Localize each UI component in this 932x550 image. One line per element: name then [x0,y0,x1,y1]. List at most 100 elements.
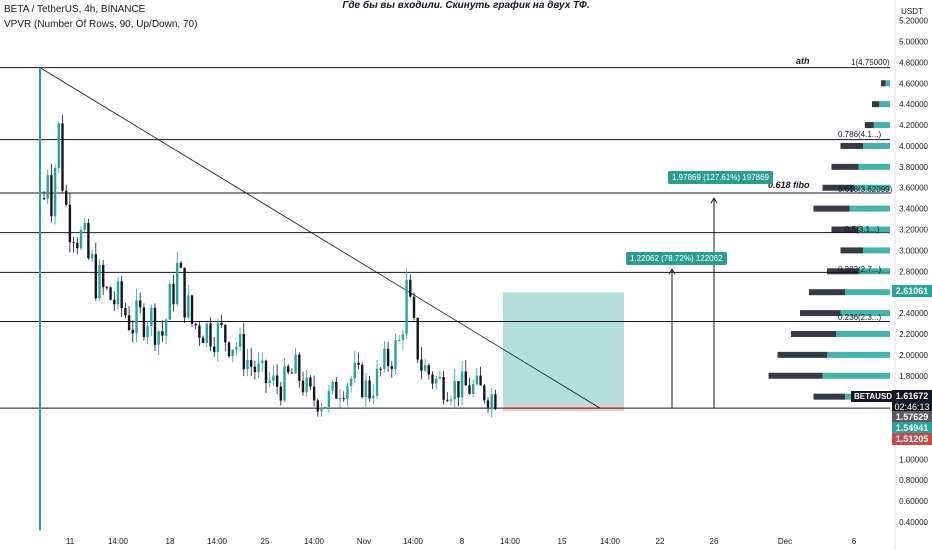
vp-up-bar [854,184,890,191]
candle-body [68,204,72,243]
x-tick-label: 14:00 [304,537,325,546]
candle-body [50,175,53,217]
candle-body [349,378,353,387]
vp-down-bar [872,101,880,108]
price-tag-1: 1.57629 [892,411,932,423]
candle-body [157,331,160,345]
candle-body [116,281,120,305]
candle-body [287,366,290,373]
x-tick-label: 25 [261,537,270,546]
candle-body [475,375,479,385]
candle-body [72,242,75,244]
candle-body [57,123,60,169]
vp-up-bar [858,268,890,275]
candle-body [383,348,386,369]
candle-body [464,371,467,386]
candle-body [409,279,412,297]
x-tick-label: 6 [852,537,857,546]
candle-body [479,375,482,386]
candle-body [364,380,368,398]
candle-body [250,360,253,367]
y-tick-label: 0.80000 [899,476,928,485]
candle-body [442,377,445,400]
candle-body [312,386,316,401]
trendline [39,67,601,409]
fib-0618-label: 0.618(3.62099) [838,185,893,194]
x-tick-label: Nov [357,537,371,546]
candle-body [183,267,186,318]
candle-body [472,384,475,394]
candle-body [98,265,101,299]
candle-body [205,323,208,343]
y-tick-label: 2.00000 [899,351,928,360]
candle-body [394,340,397,370]
candle-body [453,381,456,400]
vp-down-bar [777,351,827,358]
vp-up-bar [858,226,890,233]
vp-down-bar [827,268,859,275]
y-tick-label: 4.40000 [899,100,928,109]
candle-body [327,390,331,407]
candle-body [435,378,438,384]
candle-body [342,398,345,400]
candle-body [372,395,375,399]
price-tag-3: 1.51205 [892,433,932,445]
vp-down-bar [831,163,859,170]
candle-body [227,342,231,357]
y-tick-label: 3.00000 [899,246,928,255]
candle-body [246,360,249,370]
measure-arrow-2-head [668,268,676,275]
candle-body [457,381,460,398]
y-tick-label: 4.20000 [899,121,928,130]
candle-body [42,198,46,200]
candle-body [164,319,168,336]
candle-body [279,386,282,401]
candle-body [438,377,442,379]
vp-up-bar [840,310,890,317]
y-tick-label: 2.80000 [899,267,928,276]
candle-body [257,363,260,373]
candle-body [127,315,131,330]
candle-body [316,400,319,412]
vp-up-bar [858,163,890,170]
y-tick-label: 0.60000 [899,497,928,506]
candle-body [486,400,490,408]
chart-title: Где бы вы входили. Скинуть график на дву… [342,0,590,11]
vp-up-bar [873,122,890,129]
candle-body [301,380,305,393]
candle-body [46,175,49,199]
y-tick-label: 5.00000 [899,37,928,46]
candle-body [386,348,390,367]
candle-body [294,354,297,374]
measure-label-2: 1.22062 (78.72%) 122062 [626,252,727,265]
candle-body [298,354,301,381]
candle-body [113,299,116,305]
x-tick-label: 8 [460,537,465,546]
candle-body [94,254,97,299]
candle-body [375,368,379,396]
price-tag-mid: 2.61061 [892,285,932,297]
candle-body [427,365,430,375]
symbol-line: BETA / TetherUS, 4h, BINANCE [4,4,146,15]
candle-body [135,300,138,334]
vp-up-bar [836,330,890,337]
vp-up-bar [863,142,890,149]
candle-body [357,362,360,365]
candle-body [253,366,257,373]
x-tick-label: 14:00 [207,537,228,546]
fib-0236-label: 0.236(2.3...) [838,313,882,322]
y-tick-label: 0.40000 [899,518,928,527]
candle-body [209,323,212,347]
candle-body [346,386,349,399]
candle-body [261,360,264,364]
vp-down-bar [840,142,863,149]
candle-body [153,307,157,345]
vp-up-bar [849,205,890,212]
candle-body [105,287,109,289]
y-tick-label: 4.80000 [899,58,928,67]
x-tick-label: 11 [66,537,75,546]
candle-body [368,380,371,399]
candle-body [309,377,312,387]
candle-body [187,295,190,318]
